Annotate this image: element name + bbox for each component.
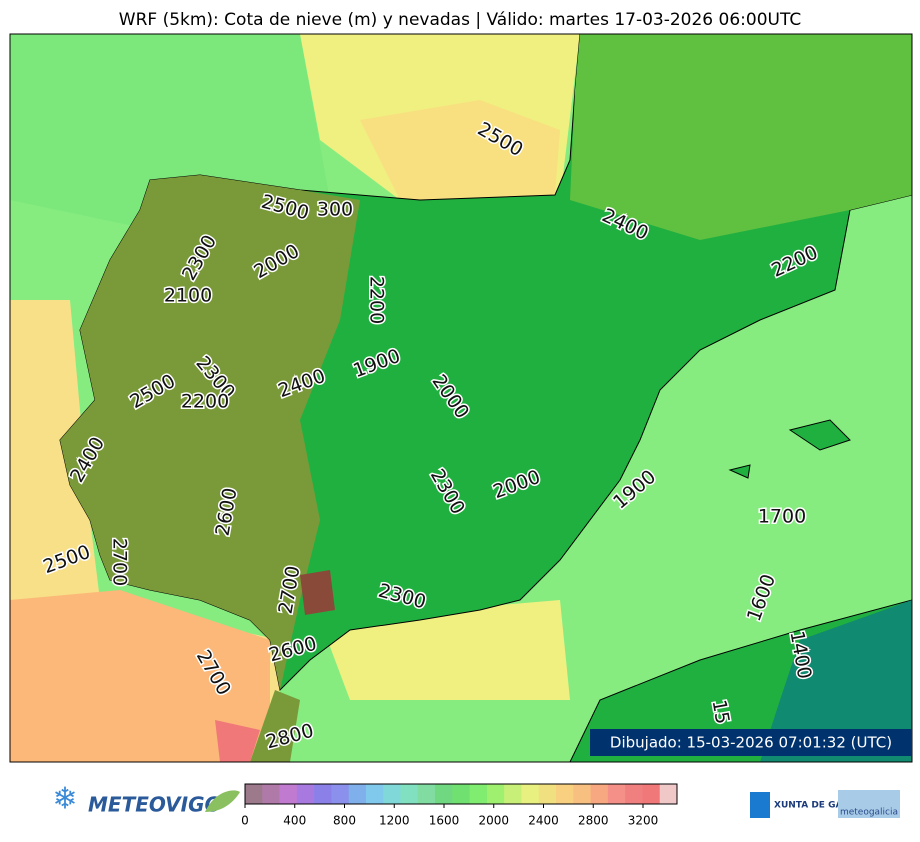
contour-label: 2200 [366, 276, 388, 324]
colorbar-swatch [314, 784, 332, 804]
colorbar-swatch [521, 784, 540, 804]
colorbar-swatch [331, 784, 350, 804]
meteogalicia-logo-bg [838, 790, 900, 818]
colorbar-swatch [625, 784, 643, 804]
contour-label: 2200 [181, 391, 229, 413]
logo-meteogalicia: meteogalicia [840, 808, 898, 818]
colorbar-swatch [659, 784, 678, 804]
logo-meteovigo: METEOVIGO [88, 793, 222, 817]
colorbar-swatch [262, 784, 281, 804]
timestamp-box [590, 729, 912, 756]
colorbar-swatch [538, 784, 557, 804]
colorbar-swatch [417, 784, 436, 804]
colorbar-swatch [642, 784, 661, 804]
colorbar-tick-label: 2800 [578, 814, 609, 828]
title: WRF (5km): Cota de nieve (m) y nevadas |… [119, 10, 801, 30]
colorbar-swatch [556, 784, 574, 804]
map-frame [9, 33, 913, 763]
colorbar-swatch [590, 784, 609, 804]
colorbar-swatch [279, 784, 298, 804]
colorbar-swatch [296, 784, 315, 804]
colorbar-swatch [400, 784, 419, 804]
colorbar-swatch [383, 784, 402, 804]
leaf-icon [205, 790, 240, 812]
colorbar-tick-label: 1600 [429, 814, 460, 828]
colorbar-swatch [607, 784, 626, 804]
colorbar-swatch [469, 784, 488, 804]
colorbar-swatch [348, 784, 367, 804]
colorbar-tick-label: 1200 [379, 814, 410, 828]
colorbar-tick-label: 800 [333, 814, 356, 828]
colorbar-tick-label: 2400 [528, 814, 559, 828]
xunta-icon [750, 792, 770, 818]
colorbar-tick-label: 0 [241, 814, 249, 828]
colorbar-swatch [504, 784, 522, 804]
colorbar-swatch [245, 784, 263, 804]
colorbar-swatch [573, 784, 592, 804]
contour-label: 300 [317, 199, 353, 221]
contour-label: 15 [708, 698, 734, 726]
colorbar-swatch [486, 784, 505, 804]
colorbar-tick-label: 3200 [628, 814, 659, 828]
contour-label: 2100 [164, 285, 212, 307]
colorbar-tick-label: 400 [283, 814, 306, 828]
colorbar-swatch [452, 784, 471, 804]
colorbar-frame [244, 783, 678, 805]
colorbar-swatch [435, 784, 453, 804]
snowflake-icon: ❄ [52, 782, 77, 817]
colorbar-tick-label: 2000 [478, 814, 509, 828]
contour-label: 1700 [758, 506, 806, 528]
colorbar-swatch [365, 784, 384, 804]
timestamp: Dibujado: 15-03-2026 07:01:32 (UTC) [610, 734, 892, 752]
contour-label: 2700 [109, 538, 131, 586]
logo-xunta: XUNTA DE GALICIA [774, 801, 868, 811]
